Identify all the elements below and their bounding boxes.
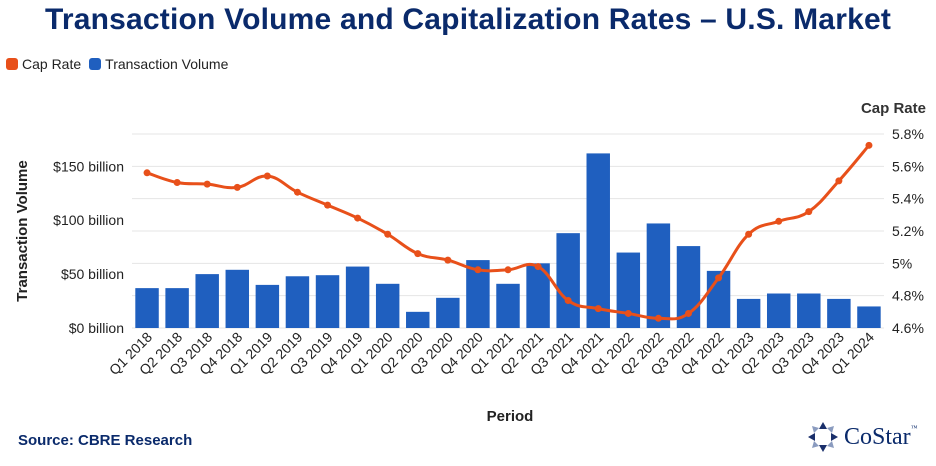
y2-tick-label: 5.2% [892, 223, 924, 239]
legend-item-transaction-volume[interactable]: Transaction Volume [89, 56, 228, 72]
costar-logo: CoStar™ [806, 420, 918, 454]
point-cap-rate [233, 183, 241, 191]
y-axis-title: Transaction Volume [14, 160, 31, 301]
bar-transaction-volume [797, 293, 821, 328]
costar-logo-icon [808, 422, 838, 452]
legend-swatch-cap-rate [6, 58, 18, 70]
point-cap-rate [835, 177, 843, 185]
y2-tick-label: 4.6% [892, 320, 924, 336]
point-cap-rate [745, 230, 753, 238]
bar-transaction-volume [526, 263, 550, 328]
y2-tick-label: 5.8% [892, 126, 924, 142]
bar-transaction-volume [165, 288, 189, 328]
bar-transaction-volume [135, 288, 159, 328]
legend-label-cap-rate: Cap Rate [22, 56, 82, 72]
point-cap-rate [384, 230, 392, 238]
point-cap-rate [173, 179, 181, 186]
point-cap-rate [143, 169, 151, 177]
y2-tick-label: 5.4% [892, 191, 924, 207]
x-axis-title: Period [487, 408, 534, 425]
bar-transaction-volume [496, 283, 520, 328]
point-cap-rate [684, 309, 692, 317]
point-cap-rate [263, 172, 271, 180]
bar-transaction-volume [556, 233, 580, 328]
bar-transaction-volume [646, 223, 671, 328]
bar-transaction-volume [225, 269, 250, 328]
point-cap-rate [594, 305, 602, 313]
bar-transaction-volume [466, 260, 490, 328]
legend-item-cap-rate[interactable]: Cap Rate [6, 56, 81, 72]
point-cap-rate [324, 201, 332, 209]
point-cap-rate [564, 297, 572, 305]
bar-transaction-volume [255, 284, 280, 328]
y2-axis-title: Cap Rate [861, 100, 926, 117]
bar-transaction-volume [736, 298, 761, 328]
y-tick-label: $100 billion [53, 212, 124, 228]
point-cap-rate [865, 141, 873, 149]
point-cap-rate [624, 309, 632, 317]
bar-transaction-volume [616, 252, 641, 328]
point-cap-rate [504, 266, 512, 274]
bar-transaction-volume [406, 311, 430, 328]
point-cap-rate [444, 256, 452, 264]
point-cap-rate [715, 274, 723, 282]
legend: Cap Rate Transaction Volume [6, 56, 236, 72]
bar-transaction-volume [436, 297, 460, 328]
bar-transaction-volume [586, 153, 610, 328]
y-tick-label: $0 billion [69, 320, 124, 336]
y-tick-label: $50 billion [61, 266, 124, 282]
point-cap-rate [293, 188, 301, 196]
legend-swatch-transaction-volume [89, 58, 102, 70]
bar-transaction-volume [857, 306, 881, 328]
bar-transaction-volume [766, 293, 791, 328]
point-cap-rate [474, 266, 482, 274]
bar-transaction-volume [827, 298, 851, 328]
point-cap-rate [354, 214, 362, 222]
y2-tick-label: 4.8% [892, 288, 924, 304]
costar-logo-text: CoStar™ [844, 423, 918, 450]
chart-title: Transaction Volume and Capitalization Ra… [44, 3, 892, 36]
bar-transaction-volume [195, 274, 219, 328]
point-cap-rate [203, 180, 211, 188]
y2-tick-label: 5% [892, 255, 912, 271]
bar-transaction-volume [285, 276, 310, 328]
bar-transaction-volume [315, 275, 340, 328]
point-cap-rate [775, 217, 783, 225]
y2-tick-label: 5.6% [892, 158, 924, 174]
y-tick-label: $150 billion [53, 158, 124, 174]
point-cap-rate [654, 314, 662, 322]
bar-transaction-volume [375, 283, 400, 328]
point-cap-rate [414, 250, 422, 258]
point-cap-rate [805, 208, 813, 216]
legend-label-transaction-volume: Transaction Volume [105, 56, 229, 72]
bar-transaction-volume [345, 266, 370, 328]
source-note: Source: CBRE Research [18, 432, 193, 449]
point-cap-rate [534, 263, 542, 271]
